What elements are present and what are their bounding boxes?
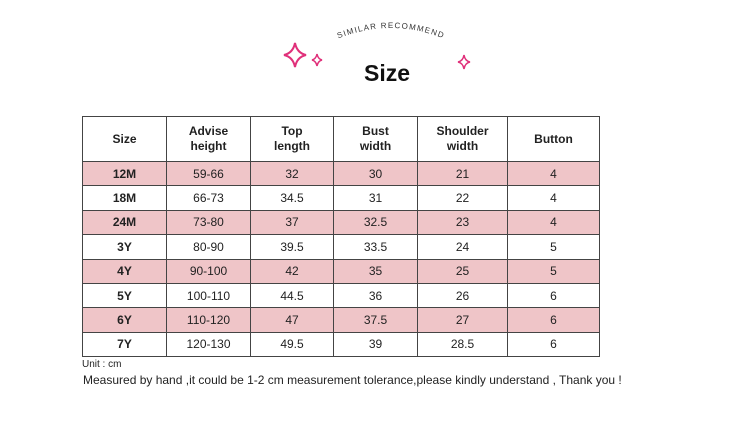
sparkle (311, 53, 323, 67)
table-cell: 73-80 (166, 209, 251, 236)
column-header: Advise height (166, 116, 251, 162)
table-row: 18M 66-73 34.5 31 22 4 (82, 185, 600, 211)
table-cell: 4 (507, 185, 600, 211)
table-row: 3Y 80-90 39.5 33.5 24 5 (82, 234, 600, 260)
sparkle (457, 54, 471, 70)
table-cell: 32 (250, 160, 334, 187)
tolerance-note: Measured by hand ,it could be 1-2 cm mea… (83, 373, 622, 387)
column-header-text: Button (534, 131, 573, 146)
table-cell: 120-130 (166, 331, 251, 358)
title: Size (363, 60, 411, 86)
table-row: 12M 59-66 32 30 21 4 (82, 160, 600, 187)
table-cell: 31 (333, 185, 418, 211)
table-cell: 30 (333, 160, 418, 187)
unit-note: Unit : cm (82, 359, 122, 370)
column-header: Top length (250, 116, 334, 162)
table-cell: 39.5 (250, 234, 334, 260)
table-cell: 4 (507, 160, 600, 187)
table-cell: 4Y (82, 258, 167, 284)
table-cell: 6 (507, 331, 600, 358)
table-cell: 3Y (82, 234, 167, 260)
column-header: Size (82, 116, 167, 162)
table-cell: 42 (250, 258, 334, 284)
table-cell: 25 (417, 258, 508, 284)
table-cell: 37.5 (333, 307, 418, 333)
table-cell: 59-66 (166, 160, 251, 187)
table-cell: 6Y (82, 307, 167, 333)
sparkle (283, 42, 307, 68)
table-cell: 32.5 (333, 209, 418, 236)
table-cell: 18M (82, 185, 167, 211)
column-header-text: Size (112, 131, 137, 146)
table-cell: 21 (417, 160, 508, 187)
table-cell: 49.5 (250, 331, 334, 358)
table-cell: 110-120 (166, 307, 251, 333)
table-cell: 90-100 (166, 258, 251, 284)
tagline-text: SIMILAR RECOMMEND (336, 21, 445, 40)
table-cell: 47 (250, 307, 334, 333)
table-cell: 24M (82, 209, 167, 236)
table-cell: 27 (417, 307, 508, 333)
table-cell: 36 (333, 282, 418, 309)
table-cell: 24 (417, 234, 508, 260)
table-cell: 37 (250, 209, 334, 236)
table-cell: 12M (82, 160, 167, 187)
decoration: SIMILAR RECOMMEND (283, 21, 471, 70)
table-cell: 23 (417, 209, 508, 236)
table-cell: 44.5 (250, 282, 334, 309)
column-header: Shoulder width (417, 116, 508, 162)
table-cell: 4 (507, 209, 600, 236)
table-cell: 33.5 (333, 234, 418, 260)
table-cell: 5Y (82, 282, 167, 309)
table-row: 7Y 120-130 49.5 39 28.5 6 (82, 331, 600, 358)
table-cell: 5 (507, 234, 600, 260)
table-cell: 80-90 (166, 234, 251, 260)
column-header: Button (507, 116, 600, 162)
column-header-text: Advise height (188, 124, 229, 153)
table-cell: 35 (333, 258, 418, 284)
table-cell: 26 (417, 282, 508, 309)
table-cell: 6 (507, 282, 600, 309)
table-cell: 39 (333, 331, 418, 358)
table-cell: 7Y (82, 331, 167, 358)
table-cell: 6 (507, 307, 600, 333)
column-header-text: Bust width (359, 124, 392, 153)
table-row: 4Y 90-100 42 35 25 5 (82, 258, 600, 284)
table-cell: 100-110 (166, 282, 251, 309)
table-row: 5Y 100-110 44.5 36 26 6 (82, 282, 600, 309)
column-header-text: Shoulder width (436, 124, 489, 153)
table-cell: 28.5 (417, 331, 508, 358)
table-cell: 34.5 (250, 185, 334, 211)
column-header: Bust width (333, 116, 418, 162)
size-table: Size Advise height Top length Bust width Sho… (82, 116, 600, 358)
table-cell: 66-73 (166, 185, 251, 211)
header-row: Size Advise height Top length Bust width Sho… (82, 116, 600, 162)
tagline: SIMILAR RECOMMEND (336, 21, 446, 40)
table-cell: 22 (417, 185, 508, 211)
table-row: 6Y 110-120 47 37.5 27 6 (82, 307, 600, 333)
table-row: 24M 73-80 37 32.5 23 4 (82, 209, 600, 236)
table-cell: 5 (507, 258, 600, 284)
column-header-text: Top length (274, 124, 310, 153)
